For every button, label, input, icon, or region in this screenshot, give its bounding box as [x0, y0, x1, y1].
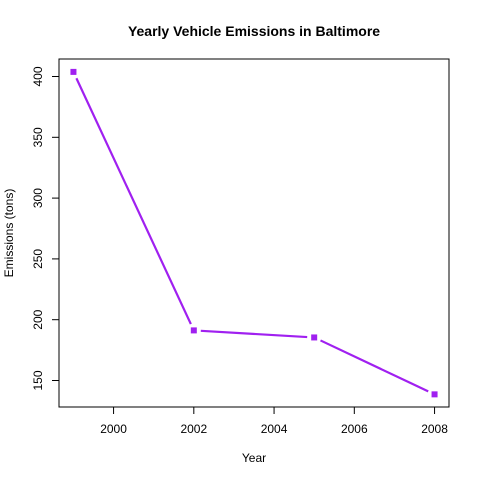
series-line: [70, 68, 438, 398]
x-tick-label: 2000: [100, 422, 127, 436]
data-point: [311, 334, 318, 341]
y-tick-label: 250: [31, 249, 45, 269]
series-layer: [70, 68, 438, 398]
y-tick-label: 200: [31, 309, 45, 329]
series-segment: [320, 339, 429, 393]
data-point: [70, 68, 77, 75]
x-tick-label: 2002: [180, 422, 207, 436]
y-tick-label: 400: [31, 66, 45, 86]
plot-frame: [58, 58, 450, 408]
data-point: [190, 327, 197, 334]
x-tick-label: 2006: [341, 422, 368, 436]
data-point: [431, 391, 438, 398]
chart-title: Yearly Vehicle Emissions in Baltimore: [128, 23, 380, 39]
y-tick-label: 150: [31, 370, 45, 390]
x-tick-label: 2004: [261, 422, 288, 436]
y-tick-label: 350: [31, 127, 45, 147]
series-segment: [200, 329, 308, 339]
y-axis: 150 200 250 300 350 400: [31, 66, 60, 391]
x-axis: 2000 2002 2004 2006 2008: [100, 406, 448, 436]
y-tick-label: 300: [31, 188, 45, 208]
series-segment: [75, 77, 192, 325]
x-axis-label: Year: [242, 451, 266, 465]
x-tick-label: 2008: [421, 422, 448, 436]
y-axis-label: Emissions (tons): [2, 189, 16, 278]
